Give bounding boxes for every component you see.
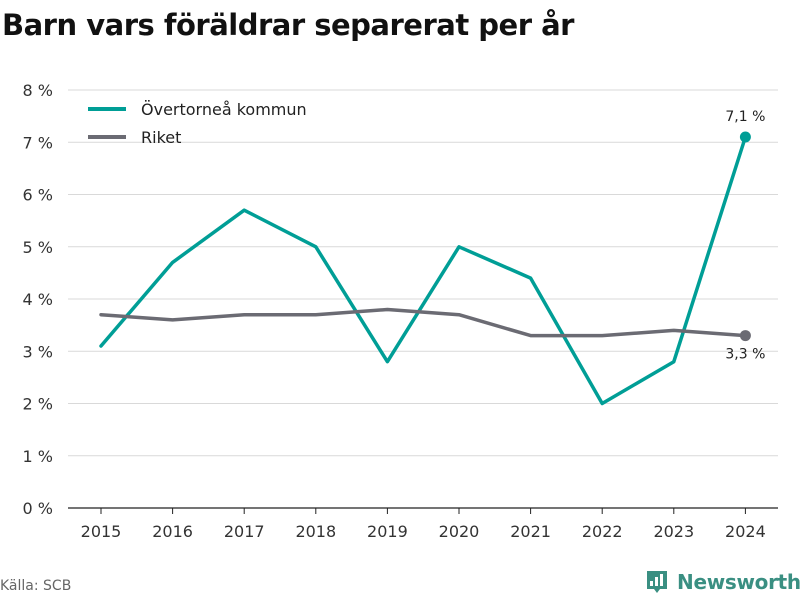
data-label: 3,3 % [725, 347, 765, 363]
legend: Övertorneå kommun Riket [88, 100, 307, 147]
brand-logo: Newsworthy [645, 569, 800, 595]
y-tick-label: 4 % [23, 290, 53, 309]
x-tick-label: 2023 [653, 522, 694, 541]
series-end-point [739, 330, 751, 342]
x-tick-label: 2019 [367, 522, 408, 541]
axes: 0 % 1 % 2 % 3 % 4 % 5 % 6 % 7 % 8 % 2015 2016 2017 2… [23, 81, 778, 541]
data-label: 7,1 % [725, 109, 765, 125]
series-line [99, 135, 748, 406]
y-tick-label: 7 % [23, 133, 53, 152]
y-tick-label: 2 % [23, 395, 53, 414]
legend-label: Övertorneå kommun [141, 100, 307, 119]
x-tick-label: 2022 [582, 522, 623, 541]
x-tick-label: 2024 [725, 522, 766, 541]
x-tick-label: 2018 [295, 522, 336, 541]
series-lines: 7,1 % 3,3 % [99, 109, 765, 406]
chart-title: Barn vars föräldrar separerat per år [2, 8, 574, 42]
series-end-point [739, 131, 751, 143]
newsworthy-logo-icon [647, 571, 667, 593]
y-tick-label: 3 % [23, 342, 53, 361]
brand-name: Newsworthy [677, 570, 800, 594]
x-tick-label: 2017 [224, 522, 265, 541]
y-tick-label: 8 % [23, 81, 53, 100]
legend-label: Riket [141, 128, 181, 147]
series-line [99, 307, 748, 338]
grid-lines [68, 89, 778, 457]
x-tick-label: 2020 [439, 522, 480, 541]
x-tick-label: 2015 [81, 522, 122, 541]
y-tick-label: 6 % [23, 186, 53, 205]
y-tick-label: 0 % [23, 499, 53, 518]
y-tick-label: 1 % [23, 447, 53, 466]
source-note: Källa: SCB [0, 578, 72, 594]
y-tick-label: 5 % [23, 238, 53, 257]
x-tick-label: 2021 [510, 522, 551, 541]
x-tick-label: 2016 [152, 522, 193, 541]
